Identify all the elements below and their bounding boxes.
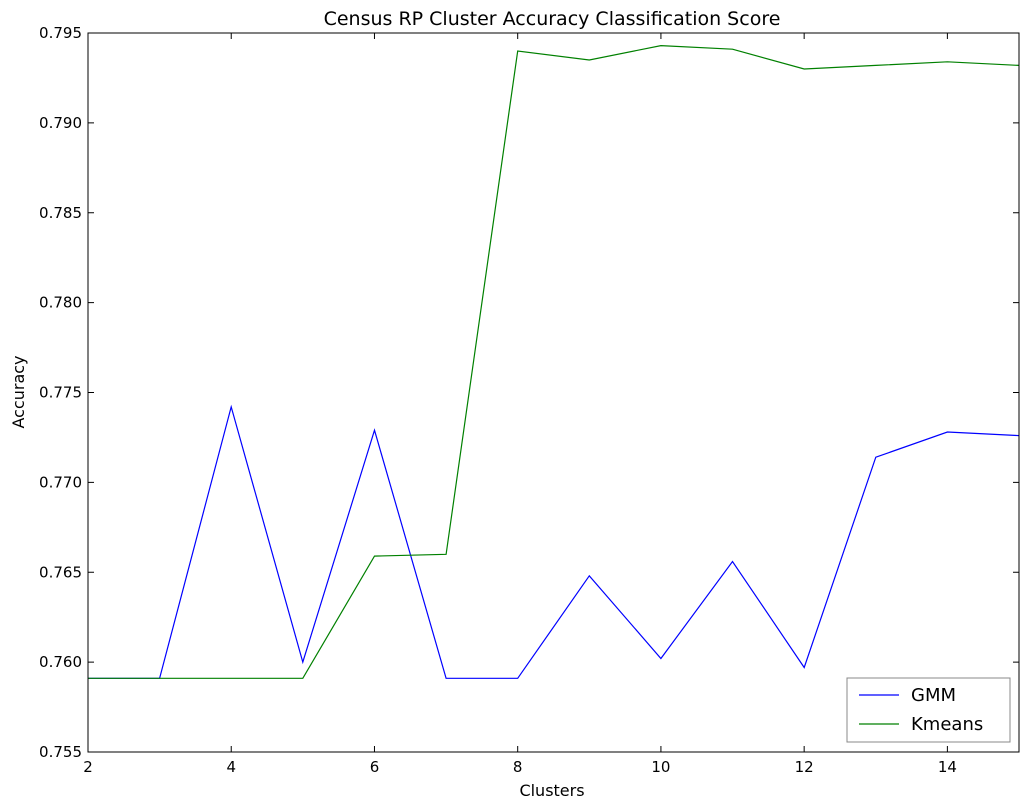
series-layer <box>88 44 1020 679</box>
y-tick-label: 0.785 <box>39 204 82 222</box>
series-line-kmeans <box>88 44 1020 679</box>
x-tick-label: 12 <box>795 758 814 776</box>
series-line-gmm <box>88 404 1020 679</box>
chart-title: Census RP Cluster Accuracy Classificatio… <box>324 8 781 30</box>
legend-label-gmm: GMM <box>911 685 956 706</box>
x-axis-ticks: 2 4 6 8 10 12 14 <box>83 33 957 776</box>
x-tick-label: 8 <box>513 758 523 776</box>
y-tick-label: 0.775 <box>39 384 82 402</box>
y-tick-label: 0.755 <box>39 743 82 761</box>
y-axis-label: Accuracy <box>9 355 28 428</box>
x-axis-label: Clusters <box>519 781 584 800</box>
x-tick-label: 14 <box>938 758 957 776</box>
y-tick-label: 0.770 <box>39 473 82 491</box>
y-tick-label: 0.790 <box>39 114 82 132</box>
y-tick-label: 0.760 <box>39 653 82 671</box>
y-tick-label: 0.780 <box>39 294 82 312</box>
legend-label-kmeans: Kmeans <box>911 714 983 735</box>
y-tick-label: 0.795 <box>39 24 82 42</box>
x-tick-label: 10 <box>651 758 670 776</box>
x-tick-label: 2 <box>83 758 93 776</box>
legend-box <box>846 677 1011 743</box>
y-tick-label: 0.765 <box>39 563 82 581</box>
legend: GMM Kmeans <box>846 677 1011 743</box>
y-axis-ticks: 0.755 0.760 0.765 0.770 0.775 0.780 0.785 0.790… <box>39 24 1019 761</box>
x-tick-label: 4 <box>226 758 236 776</box>
x-tick-label: 6 <box>370 758 380 776</box>
